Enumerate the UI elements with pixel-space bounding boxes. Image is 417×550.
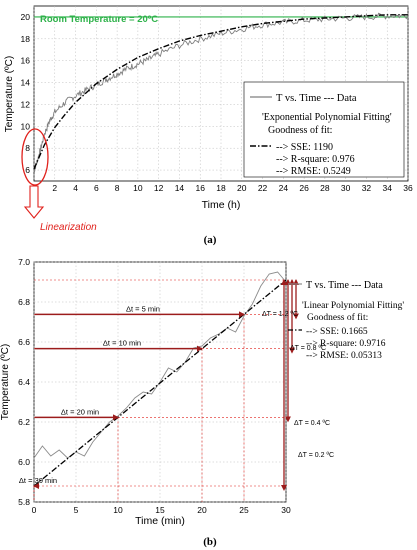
panel-b-legend-data-label: T vs. Time --- Data [306, 280, 383, 291]
panel-a-caption: (a) [204, 234, 217, 246]
panel-a-x-tick-label: 26 [299, 183, 309, 193]
panel-a-x-tick-label: 32 [362, 183, 372, 193]
panel-a-xlabel: Time (h) [202, 199, 241, 211]
panel-b-y-tick-label: 6.4 [18, 377, 30, 387]
panel-a-y-tick-label: 14 [21, 78, 31, 88]
panel-a-legend-data-label: T vs. Time --- Data [276, 93, 357, 104]
panel-a-chart: 0246810121416182022242628303234366810121… [4, 5, 413, 246]
panel-b-x-tick-label: 20 [197, 505, 207, 515]
panel-b-y-tick-label: 6.0 [18, 457, 30, 467]
panel-b-legend-rsq: --> R-square: 0.9716 [306, 339, 386, 349]
panel-b-x-tick-label: 30 [281, 505, 291, 515]
room-temperature-label: Room Temperature = 20ºC [40, 14, 158, 25]
panel-a-y-tick-label: 16 [21, 56, 31, 66]
panel-b-delta-temp-label: ΔT = 0.8 ºC [290, 345, 326, 352]
panel-b-x-tick-label: 15 [155, 505, 165, 515]
panel-b-y-tick-label: 6.8 [18, 297, 30, 307]
panel-a-x-tick-label: 34 [382, 183, 392, 193]
panel-b-x-tick-label: 10 [113, 505, 123, 515]
panel-b-y-tick-label: 6.6 [18, 337, 30, 347]
linearization-label: Linearization [40, 222, 97, 233]
panel-a-y-tick-label: 20 [21, 12, 31, 22]
panel-a-x-tick-label: 16 [195, 183, 205, 193]
panel-b-delta-temp-label: ΔT = 1.2 ºC [262, 311, 298, 318]
linearization-ellipse [21, 128, 49, 186]
panel-b-ylabel: Temperature (ºC) [0, 344, 11, 420]
panel-b-fit-series [33, 279, 287, 487]
panel-a-fit-series [33, 14, 408, 170]
panel-a-y-tick-label: 8 [25, 143, 30, 153]
panel-b-y-tick-label: 7.0 [18, 257, 30, 267]
panel-a-x-tick-label: 28 [320, 183, 330, 193]
panel-b-x-tick-label: 0 [32, 505, 37, 515]
panel-a-x-tick-label: 10 [133, 183, 143, 193]
panel-b-delta-temp-label: ΔT = 0.2 ºC [298, 452, 334, 459]
panel-a-legend-gof: Goodness of fit: [268, 125, 332, 136]
panel-b-legend-gof: Goodness of fit: [307, 312, 368, 323]
panel-a-ticks: 0246810121416182022242628303234366810121… [21, 12, 413, 193]
panel-b-delta-t-arrows: Δt = 30 min Δt = 20 min Δt = 10 min Δt = 5 … [19, 304, 245, 489]
panel-b-delta-t-label: Δt = 5 min [126, 304, 160, 313]
panel-a-x-tick-label: 12 [154, 183, 164, 193]
panel-a-x-tick-label: 36 [403, 183, 413, 193]
panel-b-legend-sse: --> SSE: 0.1665 [306, 327, 368, 337]
panel-a-legend-rsq: --> R-square: 0.976 [276, 154, 355, 165]
panel-b-legend: T vs. Time --- Data 'Linear Polynomial F… [288, 280, 404, 361]
panel-a-x-tick-label: 2 [52, 183, 57, 193]
panel-b-caption: (b) [203, 536, 217, 548]
panel-b-ticks: 0 5 10 15 20 25 30 5.8 6.0 6.2 6.4 6.6 6.8 7.0 [18, 257, 291, 515]
panel-a-legend: T vs. Time --- Data 'Exponential Polynom… [243, 81, 405, 178]
panel-a-x-tick-label: 24 [279, 183, 289, 193]
panel-a-legend-sse: --> SSE: 1190 [276, 142, 333, 153]
panel-b-delta-temp-arrows: ΔT = 1.2 ºC ΔT = 0.8 ºC ΔT = 0.4 ºC ΔT = 0.… [262, 279, 334, 491]
panel-a-ylabel: Temperature (ºC) [4, 56, 15, 132]
panel-a-legend-box [243, 81, 405, 178]
panel-a-data-series [33, 12, 409, 173]
panel-a-legend-rmse: --> RMSE: 0.5249 [276, 166, 351, 177]
panel-a-legend-fit-title: 'Exponential Polynomial Fitting' [262, 112, 392, 123]
panel-a-y-tick-label: 10 [21, 121, 31, 131]
panel-b-delta-t-label: Δt = 10 min [103, 339, 141, 348]
panel-a-x-tick-label: 6 [94, 183, 99, 193]
panel-b-y-tick-label: 6.2 [18, 417, 30, 427]
panel-b-legend-fit-title: 'Linear Polynomial Fitting' [302, 301, 404, 311]
panel-a-x-tick-label: 14 [175, 183, 185, 193]
panel-b-delta-temp-label: ΔT = 0.4 ºC [294, 420, 330, 427]
panel-b-x-tick-label: 25 [239, 505, 249, 515]
panel-b-chart: 0 5 10 15 20 25 30 5.8 6.0 6.2 6.4 6.6 6.8 7.0 Δt = 3… [0, 257, 404, 548]
panel-a-y-tick-label: 6 [25, 165, 30, 175]
panel-a-x-tick-label: 4 [73, 183, 78, 193]
panel-b-delta-t-label: Δt = 20 min [61, 407, 99, 416]
panel-a-x-tick-label: 30 [341, 183, 351, 193]
panel-a-x-tick-label: 22 [258, 183, 268, 193]
panel-a-x-tick-label: 18 [216, 183, 226, 193]
panel-b-legend-rmse: --> RMSE: 0.05313 [306, 351, 382, 361]
panel-a-x-tick-label: 20 [237, 183, 247, 193]
panel-b-y-tick-label: 5.8 [18, 497, 30, 507]
panel-a-y-tick-label: 12 [21, 99, 31, 109]
panel-a-y-tick-label: 18 [21, 34, 31, 44]
panel-b-xlabel: Time (min) [135, 515, 185, 527]
panel-b-delta-t-label: Δt = 30 min [19, 476, 57, 485]
panel-b-x-tick-label: 5 [74, 505, 79, 515]
linearization-arrow-icon [23, 185, 45, 219]
panel-a-x-tick-label: 8 [115, 183, 120, 193]
